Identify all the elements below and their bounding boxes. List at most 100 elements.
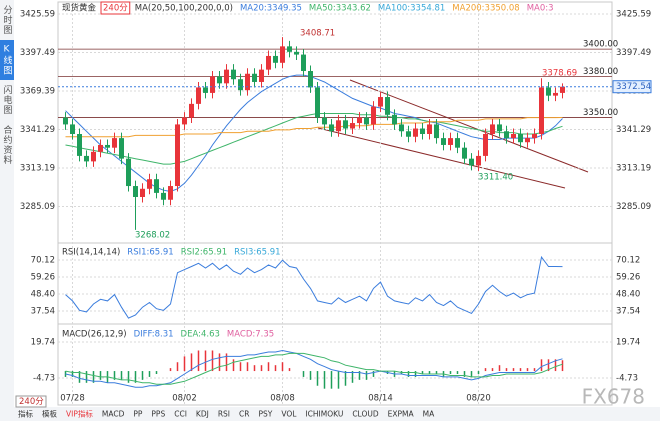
annotation: 3378.69 (542, 69, 577, 79)
y-tick-label: 19.74 (616, 338, 640, 348)
candle-body (434, 124, 439, 139)
y-tick-label: 70.12 (31, 256, 55, 266)
x-tick-label: 07/28 (60, 394, 85, 404)
candle-body (497, 124, 502, 132)
annotation: 3311.40 (478, 173, 513, 183)
side-tab[interactable]: 分时图 (2, 5, 13, 35)
candle-body (203, 87, 208, 93)
y-tick-label: 59.26 (31, 273, 55, 283)
toolbar-item[interactable]: RSI (218, 410, 230, 419)
toolbar-item[interactable]: EXPMA (388, 410, 415, 419)
y-tick-label: 3425.59 (616, 10, 651, 20)
toolbar-item[interactable]: KDJ (196, 410, 209, 419)
x-tick-label: 08/14 (368, 394, 393, 404)
toolbar-item[interactable]: PSY (258, 410, 272, 419)
candle-body (238, 79, 243, 91)
legend-item: MA50:3343.62 (309, 4, 371, 14)
candle-body (455, 138, 460, 148)
y-tick-label: 3285.09 (616, 202, 651, 212)
candle-body (98, 144, 103, 152)
legend-item: MACD(26,12,9) (62, 330, 127, 340)
candle-body (119, 138, 124, 159)
candle-body (224, 69, 229, 84)
period-box[interactable] (15, 395, 47, 408)
toolbar-item[interactable]: VIP指标 (66, 409, 93, 419)
candle-body (217, 76, 222, 84)
candle-body (420, 128, 425, 135)
candle-body (140, 188, 145, 197)
toolbar-item[interactable]: 模板 (42, 409, 57, 419)
legend-item: MA100:3354.81 (378, 4, 445, 14)
trend-line (317, 127, 566, 189)
y-tick-label: 3425.59 (20, 10, 55, 20)
period-select[interactable]: 240分 (19, 397, 44, 407)
y-tick-label: 3397.49 (616, 48, 651, 58)
candle-body (441, 138, 446, 145)
active-tab-bg (0, 40, 14, 80)
candle-body (287, 46, 292, 52)
side-tab[interactable]: 合约资料 (2, 124, 13, 165)
annotation: 3408.71 (300, 29, 335, 39)
y-tick-label: 3285.09 (20, 202, 55, 212)
legend-item: MA(20,50,100,200,0,0) (135, 4, 233, 14)
candle-body (112, 138, 117, 148)
candle-body (406, 131, 411, 137)
y-tick-label: 37.54 (616, 307, 640, 317)
candle-body (252, 73, 257, 82)
toolbar-item[interactable]: MA (423, 410, 435, 419)
watermark: FX678 (582, 385, 645, 409)
y-tick-label: 37.54 (31, 307, 55, 317)
candle-body (469, 158, 474, 166)
y-tick-label: 3341.29 (20, 125, 55, 135)
candle-body (525, 138, 530, 143)
candle-body (308, 71, 313, 88)
toolbar-item[interactable]: ICHIMOKU (305, 410, 343, 419)
candle-body (182, 117, 187, 125)
side-tab[interactable]: K线图 (2, 45, 13, 76)
candle-body (266, 55, 271, 70)
y-tick-label: 59.26 (616, 273, 640, 283)
candle-body (532, 134, 537, 139)
side-tab[interactable]: 闪电图 (2, 85, 13, 115)
level-label: 3380.00 (583, 67, 618, 77)
candle-body (77, 134, 82, 156)
candle-body (476, 155, 481, 166)
toolbar-item[interactable]: MACD (102, 410, 125, 419)
candle-body (91, 151, 96, 162)
candle-body (546, 87, 551, 96)
toolbar-item[interactable]: PPS (151, 410, 165, 419)
candle-body (280, 46, 285, 63)
candle-body (350, 123, 355, 129)
candle-body (413, 128, 418, 137)
candle-body (63, 117, 68, 125)
toolbar-item[interactable]: 指标 (18, 409, 33, 419)
candle-body (357, 117, 362, 124)
toolbar-item[interactable]: CR (239, 410, 249, 419)
candle-body (273, 55, 278, 63)
candle-body (511, 134, 516, 139)
toolbar-item[interactable]: CLOUD (352, 410, 379, 419)
candle-body (322, 117, 327, 125)
candle-body (539, 87, 544, 135)
legend-item: MACD:7.35 (227, 330, 274, 340)
y-tick-label: 19.74 (31, 338, 55, 348)
toolbar-item[interactable]: PP (133, 410, 143, 419)
x-tick-label: 08/02 (172, 394, 197, 404)
candle-body (483, 134, 488, 156)
y-tick-label: 3313.19 (20, 163, 55, 173)
y-tick-label: 3397.49 (20, 48, 55, 58)
annotation: 3268.02 (135, 231, 170, 241)
candle-body (175, 124, 180, 187)
candle-body (133, 186, 138, 197)
legend-item: RSI3:65.91 (234, 248, 280, 258)
candle-body (196, 87, 201, 104)
toolbar-item[interactable]: VOL (281, 410, 297, 419)
toolbar-item[interactable]: CCI (174, 410, 187, 419)
candle-body (329, 124, 334, 132)
legend-item: MA0:3 (527, 4, 554, 14)
candle-body (126, 158, 131, 187)
legend-item: DEA:4.63 (181, 330, 220, 340)
rsi-line (65, 255, 563, 319)
candle-body (189, 103, 194, 118)
